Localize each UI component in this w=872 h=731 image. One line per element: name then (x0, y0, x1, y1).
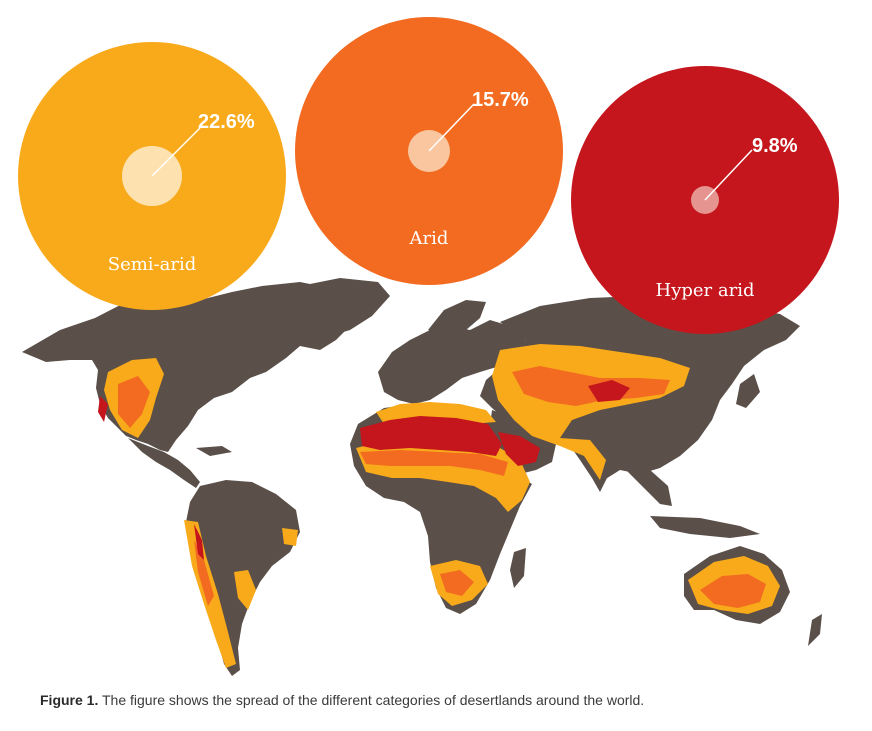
new-zealand (808, 614, 822, 646)
scandinavia (428, 300, 486, 336)
madagascar (510, 548, 526, 588)
semi-arid-percent: 22.6% (198, 111, 255, 133)
central-america (128, 438, 200, 488)
arid-bubble: 15.7% Arid (295, 17, 563, 285)
british-isles (400, 340, 414, 362)
japan (736, 374, 760, 408)
figure-caption-label: Figure 1. (40, 692, 99, 708)
hyper-arid-zones (98, 380, 630, 560)
semi-arid-label: Semi-arid (108, 254, 197, 275)
figure-caption: Figure 1. The figure shows the spread of… (40, 692, 860, 708)
southeast-asia (626, 470, 672, 506)
hyper-arid-percent: 9.8% (752, 135, 798, 157)
arid-leader-line (428, 103, 475, 152)
semi-arid-bubble: 22.6% Semi-arid (18, 42, 286, 310)
greenland (300, 278, 390, 336)
arid-label: Arid (409, 228, 449, 249)
hyper-arid-leader-line (704, 149, 753, 201)
hyper-arid-label: Hyper arid (656, 280, 755, 301)
figure-caption-text: The figure shows the spread of the diffe… (98, 692, 645, 708)
europe (378, 320, 526, 404)
semi-arid-leader-line (151, 127, 201, 177)
hyper-arid-bubble: 9.8% Hyper arid (571, 66, 839, 334)
caribbean (196, 446, 232, 456)
indonesia (650, 516, 760, 538)
arid-percent: 15.7% (472, 89, 529, 111)
